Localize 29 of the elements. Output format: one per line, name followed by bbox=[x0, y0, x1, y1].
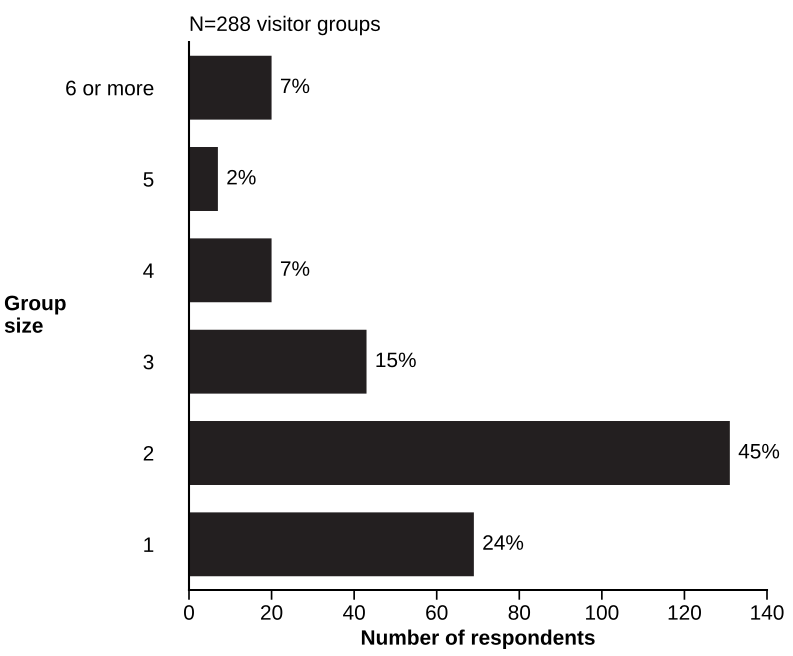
y-tick-label: 1 bbox=[144, 538, 154, 552]
annotation: 45% bbox=[738, 444, 780, 459]
bar bbox=[189, 56, 272, 120]
y-tick-label: 6 or more bbox=[66, 80, 154, 96]
y-axis-title: Group size bbox=[4, 296, 66, 333]
x-tick-label: 40 bbox=[343, 605, 365, 620]
bar bbox=[189, 512, 474, 576]
bar bbox=[189, 330, 367, 394]
chart-title: N=288 visitor groups bbox=[190, 16, 380, 36]
bar bbox=[189, 238, 272, 302]
annotation: 15% bbox=[376, 352, 416, 368]
x-tick-label: 80 bbox=[508, 605, 530, 620]
x-tick-label: 0 bbox=[184, 605, 194, 620]
y-tick-label: 3 bbox=[143, 354, 154, 370]
bar bbox=[189, 147, 218, 211]
x-tick-label: 60 bbox=[426, 605, 448, 620]
y-tick-label: 4 bbox=[143, 264, 154, 278]
annotation: 2% bbox=[227, 170, 256, 185]
y-tick-label: 5 bbox=[144, 172, 154, 187]
bar bbox=[189, 421, 730, 485]
annotation: 24% bbox=[483, 535, 524, 550]
x-tick-label: 20 bbox=[261, 605, 282, 620]
x-axis-title: Number of respondents bbox=[362, 630, 595, 649]
y-tick-label: 2 bbox=[144, 446, 154, 461]
annotation: 7% bbox=[280, 78, 310, 94]
x-tick-label: 100 bbox=[586, 605, 618, 620]
x-tick-label: 140 bbox=[751, 605, 784, 620]
annotation: 7% bbox=[280, 261, 310, 276]
x-tick-label: 120 bbox=[668, 605, 701, 620]
